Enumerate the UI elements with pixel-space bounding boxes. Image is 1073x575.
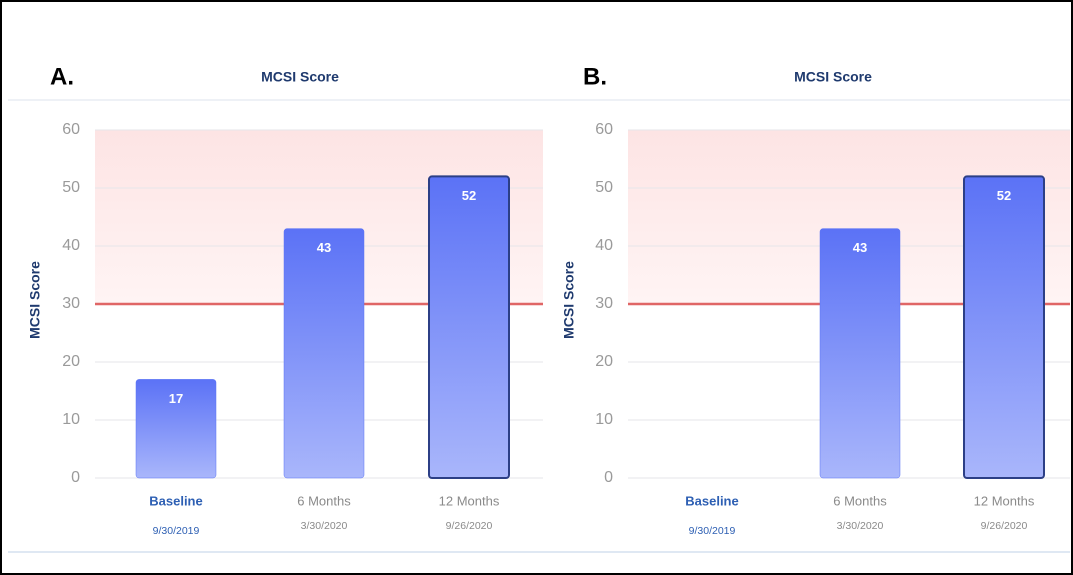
x-tick-label: 12 Months: [974, 493, 1035, 508]
y-tick-label: 10: [62, 411, 80, 428]
y-tick-label: 30: [595, 295, 613, 312]
x-tick-date: 3/30/2020: [301, 520, 348, 532]
x-tick-date: 3/30/2020: [837, 520, 884, 532]
x-tick-label: 12 Months: [439, 493, 500, 508]
x-tick-label: Baseline: [685, 493, 738, 508]
y-tick-label: 40: [595, 237, 613, 254]
y-tick-label: 60: [62, 121, 80, 138]
y-tick-label: 0: [71, 469, 80, 486]
bar: [283, 228, 365, 479]
y-axis-label: MCSI Score: [561, 261, 577, 339]
value-label: 52: [997, 188, 1011, 203]
x-tick-date: 9/30/2019: [689, 525, 736, 537]
value-label: 52: [462, 188, 476, 203]
y-tick-label: 30: [62, 295, 80, 312]
value-label: 43: [317, 240, 331, 255]
x-tick-label: 6 Months: [833, 493, 887, 508]
y-tick-label: 0: [604, 469, 613, 486]
bar: [135, 379, 217, 479]
value-label: 43: [853, 240, 867, 255]
panel-label: A.: [50, 63, 74, 90]
x-tick-date: 9/26/2020: [446, 520, 493, 532]
y-tick-label: 20: [595, 353, 613, 370]
y-tick-label: 60: [595, 121, 613, 138]
y-tick-label: 50: [595, 179, 613, 196]
panel-label: B.: [583, 63, 607, 90]
chart-title: MCSI Score: [794, 69, 872, 85]
y-axis-label: MCSI Score: [27, 261, 43, 339]
y-tick-label: 20: [62, 353, 80, 370]
value-label: 17: [169, 391, 183, 406]
x-tick-date: 9/30/2019: [153, 525, 200, 537]
x-tick-label: Baseline: [149, 493, 202, 508]
y-tick-label: 10: [595, 411, 613, 428]
y-tick-label: 40: [62, 237, 80, 254]
bar: [963, 175, 1045, 479]
bar: [819, 228, 901, 479]
bar: [428, 175, 510, 479]
x-tick-date: 9/26/2020: [981, 520, 1028, 532]
chart-title: MCSI Score: [261, 69, 339, 85]
y-tick-label: 50: [62, 179, 80, 196]
x-tick-label: 6 Months: [297, 493, 351, 508]
